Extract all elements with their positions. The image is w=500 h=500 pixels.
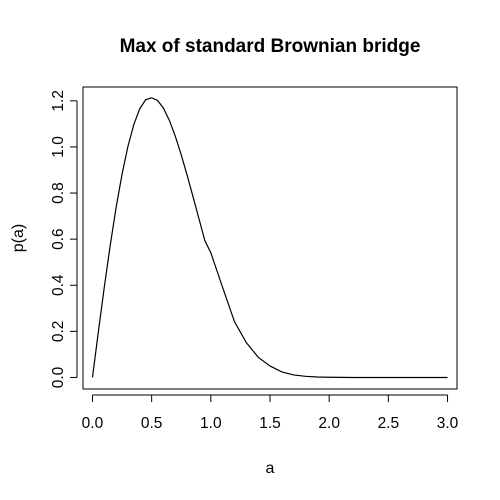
x-tick-label: 3.0	[437, 415, 459, 432]
y-axis: 0.0 0.2 0.4 0.6 0.8 1.0 1.2	[50, 90, 78, 388]
y-tick-label: 0.6	[50, 228, 67, 250]
y-tick-label: 0.8	[50, 182, 67, 204]
chart-title: Max of standard Brownian bridge	[120, 36, 421, 57]
x-axis: 0.0 0.5 1.0 1.5 2.0 2.5 3.0	[82, 394, 459, 432]
x-tick-label: 1.0	[200, 415, 222, 432]
y-tick-label: 1.0	[50, 136, 67, 158]
y-tick-label: 0.0	[50, 366, 67, 388]
x-tick-label: 1.5	[259, 415, 281, 432]
y-axis-label: p(a)	[10, 224, 27, 252]
x-tick-label: 2.5	[378, 415, 400, 432]
y-tick-label: 0.2	[50, 321, 67, 343]
series-line	[91, 97, 448, 379]
y-tick-label: 1.2	[50, 90, 67, 112]
x-tick-label: 2.0	[318, 415, 340, 432]
plot-frame	[82, 86, 458, 390]
x-tick-label: 0.5	[141, 415, 163, 432]
x-tick-label: 0.0	[82, 415, 104, 432]
y-tick-label: 0.4	[50, 274, 67, 296]
x-axis-label: a	[266, 460, 275, 477]
